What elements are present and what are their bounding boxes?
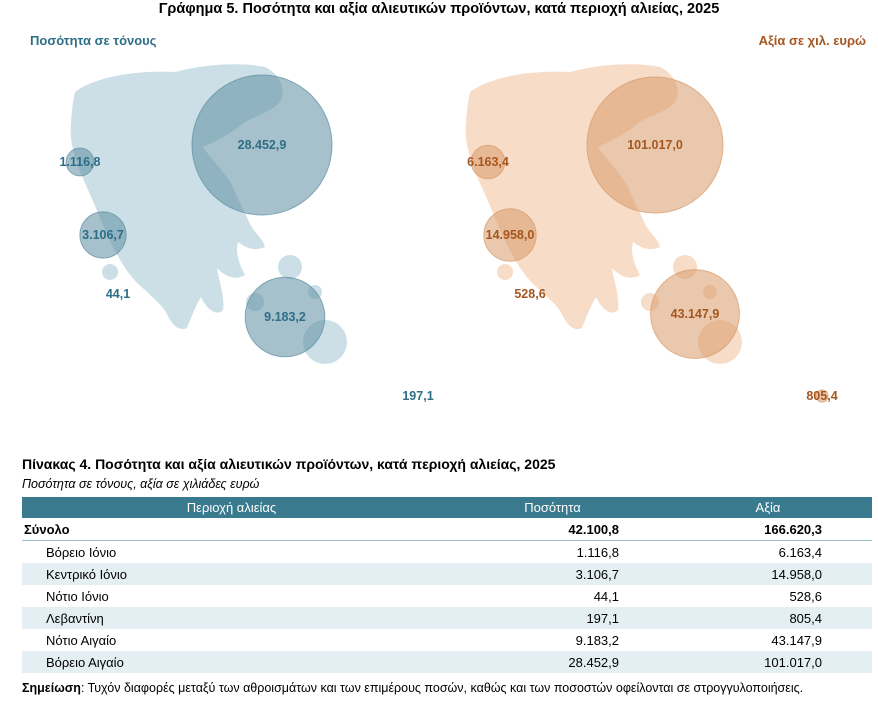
quantity-map-label: Ποσότητα σε τόνους [30, 33, 157, 48]
bubble-2 [483, 208, 537, 262]
figure-title: Γράφημα 5. Ποσότητα και αξία αλιευτικών … [158, 1, 720, 17]
header-value: Αξία [664, 497, 872, 518]
fish-products-table: Περιοχή αλιείας Ποσότητα Αξία Σύνολο 42.… [22, 497, 872, 673]
table-total-row: Σύνολο 42.100,8 166.620,3 [22, 518, 872, 541]
table-header-row: Περιοχή αλιείας Ποσότητα Αξία [22, 497, 872, 518]
table-row: Νότιο Ιόνιο 44,1 528,6 [22, 585, 872, 607]
note-label: Σημείωση [22, 681, 81, 695]
bubble-label-5: 9.183,2 [264, 310, 306, 324]
row-quantity: 28.452,9 [441, 651, 664, 673]
bubble-label-2: 3.106,7 [82, 228, 124, 242]
row-region: Λεβαντίνη [22, 607, 441, 629]
row-region: Νότιο Ιόνιο [46, 588, 109, 604]
bubble-5 [650, 269, 740, 359]
table-row: Νότιο Αιγαίο 9.183,2 43.147,9 [22, 629, 872, 651]
row-quantity: 197,1 [441, 607, 664, 629]
row-value: 43.147,9 [771, 632, 822, 648]
bubble-label-1: 1.116,8 [59, 155, 100, 169]
bubble-label-3: 528,6 [514, 287, 545, 301]
quantity-map: 1.116,8 3.106,7 44,1 197,1 9.183,2 28.452,9 [59, 64, 434, 403]
total-value: 166.620,3 [664, 518, 872, 541]
value-map: 6.163,4 14.958,0 528,6 805,4 43.147,9 101.017… [465, 64, 838, 403]
total-quantity: 42.100,8 [441, 518, 664, 541]
header-region: Περιοχή αλιείας [22, 497, 441, 518]
row-quantity: 44,1 [593, 588, 619, 604]
bubble-1 [470, 144, 506, 180]
bubble-label-6: 101.017,0 [627, 138, 683, 152]
bubble-label-3: 44,1 [106, 287, 130, 301]
bubble-label-5: 43.147,9 [671, 307, 720, 321]
row-value: 805,4 [664, 607, 872, 629]
table-note: Σημείωση: Τυχόν διαφορές μεταξύ των αθρο… [22, 679, 872, 698]
row-region: Βόρειο Αιγαίο [22, 651, 441, 673]
table-row: Βόρειο Αιγαίο 28.452,9 101.017,0 [22, 651, 872, 673]
note-text: : Τυχόν διαφορές μεταξύ των αθροισμάτων … [80, 681, 804, 695]
table-row: Κεντρικό Ιόνιο 3.106,7 14.958,0 [22, 563, 872, 585]
row-quantity: 3.106,7 [441, 563, 664, 585]
bubble-label-4: 197,1 [402, 389, 433, 403]
bubble-label-6: 28.452,9 [238, 138, 287, 152]
row-value: 6.163,4 [778, 544, 822, 560]
header-quantity: Ποσότητα [441, 497, 664, 518]
bubble-5 [244, 276, 326, 358]
table-row: Βόρειο Ιόνιο 1.116,8 6.163,4 [22, 541, 872, 564]
bubble-label-1: 6.163,4 [467, 155, 509, 169]
bubble-2 [79, 211, 127, 259]
row-value: 14.958,0 [664, 563, 872, 585]
table-subtitle: Ποσότητα σε τόνους, αξία σε χιλιάδες ευρ… [22, 477, 260, 491]
row-region: Βόρειο Ιόνιο [46, 544, 117, 560]
total-label: Σύνολο [22, 518, 441, 541]
row-region: Νότιο Αιγαίο [46, 632, 117, 648]
bubble-6 [586, 76, 724, 214]
row-quantity: 1.116,8 [576, 544, 619, 560]
row-quantity: 9.183,2 [575, 632, 619, 648]
bubble-label-4: 805,4 [806, 389, 837, 403]
row-region: Κεντρικό Ιόνιο [22, 563, 441, 585]
row-value: 528,6 [789, 588, 822, 604]
bubble-4 [815, 389, 829, 403]
value-map-label: Αξία σε χιλ. ευρώ [759, 33, 866, 48]
maps-area: Ποσότητα σε τόνους Αξία σε χιλ. ευρώ 1.1… [0, 22, 878, 417]
bubble-1 [65, 147, 95, 177]
bubble-maps: Ποσότητα σε τόνους Αξία σε χιλ. ευρώ 1.1… [30, 33, 866, 403]
bubble-label-2: 14.958,0 [486, 228, 535, 242]
table-row: Λεβαντίνη 197,1 805,4 [22, 607, 872, 629]
row-value: 101.017,0 [664, 651, 872, 673]
bubble-6 [191, 74, 333, 216]
table-title: Πίνακας 4. Ποσότητα και αξία αλιευτικών … [22, 456, 556, 472]
